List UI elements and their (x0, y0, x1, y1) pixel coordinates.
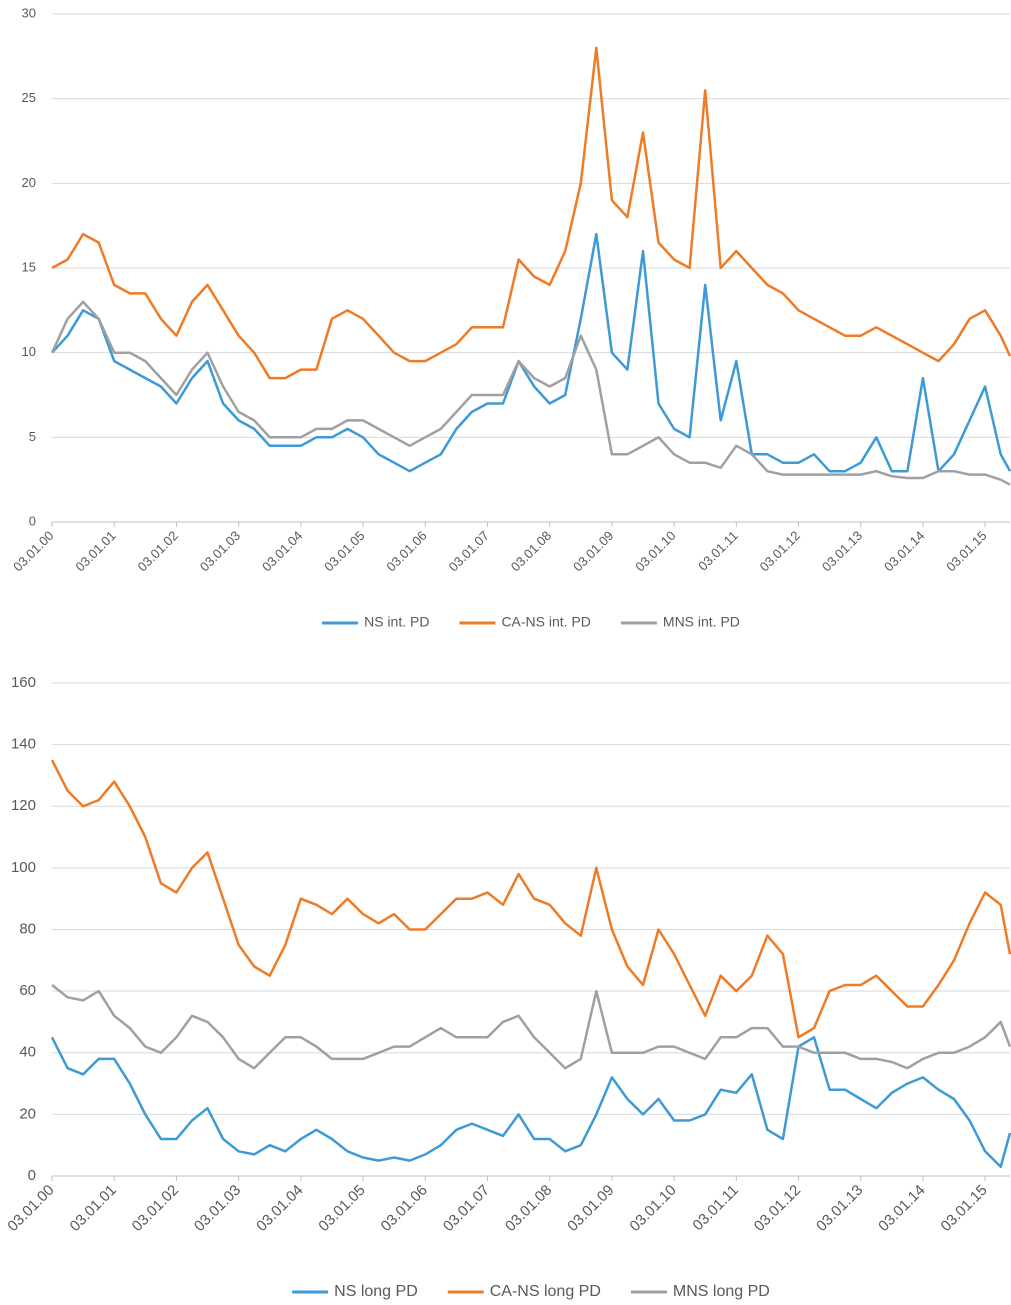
y-tick-label: 80 (19, 920, 36, 937)
x-tick-label: 03.01.09 (570, 528, 616, 574)
x-tick-label: 03.01.03 (197, 528, 243, 574)
series-line (50, 300, 1011, 486)
y-tick-label: 100 (11, 859, 36, 876)
x-tick-label: 03.01.13 (813, 1182, 866, 1235)
series-line (50, 759, 1011, 1039)
x-tick-label: 03.01.06 (383, 528, 429, 574)
y-tick-label: 25 (22, 90, 36, 105)
y-tick-label: 160 (11, 674, 36, 691)
y-tick-label: 0 (29, 513, 36, 528)
x-tick-label: 03.01.13 (819, 528, 865, 574)
x-tick-label: 03.01.11 (695, 528, 741, 574)
x-tick-label: 03.01.05 (315, 1182, 368, 1235)
x-tick-label: 03.01.08 (508, 528, 554, 574)
x-tick-label: 03.01.12 (757, 528, 803, 574)
x-tick-label: 03.01.05 (321, 528, 367, 574)
y-tick-label: 20 (22, 175, 36, 190)
x-tick-label: 03.01.14 (875, 1182, 928, 1235)
x-tick-label: 03.01.15 (943, 528, 989, 574)
legend: NS int. PD CA-NS int. PD MNS int. PD (322, 614, 740, 630)
x-tick-label: 03.01.07 (446, 528, 492, 574)
x-tick-label: 03.01.15 (937, 1182, 990, 1235)
chart: 0 5 10 15 20 25 30 03.01.00 03.01.01 03.01.02 03.0… (10, 5, 1011, 630)
x-tick-label: 03.01.04 (253, 1182, 306, 1235)
y-tick-label: 20 (19, 1105, 36, 1122)
x-tick-label: 03.01.04 (259, 528, 305, 574)
y-tick-label: 0 (28, 1167, 36, 1184)
y-tick-label: 140 (11, 736, 36, 753)
y-tick-label: 120 (11, 797, 36, 814)
legend-label: CA-NS long PD (490, 1283, 601, 1300)
x-tick-label: 03.01.10 (626, 1182, 679, 1235)
x-tick-label: 03.01.03 (191, 1182, 244, 1235)
x-tick-label: 03.01.06 (378, 1182, 431, 1235)
x-tick-label: 03.01.08 (502, 1182, 555, 1235)
legend-label: MNS int. PD (663, 614, 740, 630)
x-tick-label: 03.01.14 (881, 528, 927, 574)
x-tick-label: 03.01.10 (632, 528, 678, 574)
legend-label: CA-NS int. PD (501, 614, 590, 630)
y-tick-label: 10 (22, 344, 36, 359)
y-tick-label: 30 (22, 5, 36, 20)
x-tick-label: 03.01.00 (4, 1182, 57, 1235)
x-tick-label: 03.01.02 (129, 1182, 182, 1235)
x-tick-label: 03.01.12 (751, 1182, 804, 1235)
series-line (51, 46, 1011, 380)
legend-label: NS long PD (334, 1283, 418, 1300)
y-tick-label: 15 (22, 259, 36, 274)
legend-label: MNS long PD (673, 1283, 770, 1300)
x-tick-label: 03.01.11 (689, 1182, 742, 1235)
y-tick-label: 40 (19, 1044, 36, 1061)
y-tick-label: 60 (19, 982, 36, 999)
x-tick-label: 03.01.09 (564, 1182, 617, 1235)
legend: NS long PD CA-NS long PD MNS long PD (292, 1283, 770, 1300)
x-tick-label: 03.01.02 (135, 528, 181, 574)
series-line (51, 984, 1011, 1070)
legend-label: NS int. PD (364, 614, 429, 630)
x-tick-label: 03.01.00 (10, 528, 56, 574)
series-line (50, 1036, 1011, 1169)
x-tick-label: 03.01.01 (72, 528, 118, 574)
x-tick-label: 03.01.01 (67, 1182, 120, 1235)
x-tick-label: 03.01.07 (440, 1182, 493, 1235)
series-line (51, 232, 1011, 473)
y-tick-label: 5 (29, 429, 36, 444)
